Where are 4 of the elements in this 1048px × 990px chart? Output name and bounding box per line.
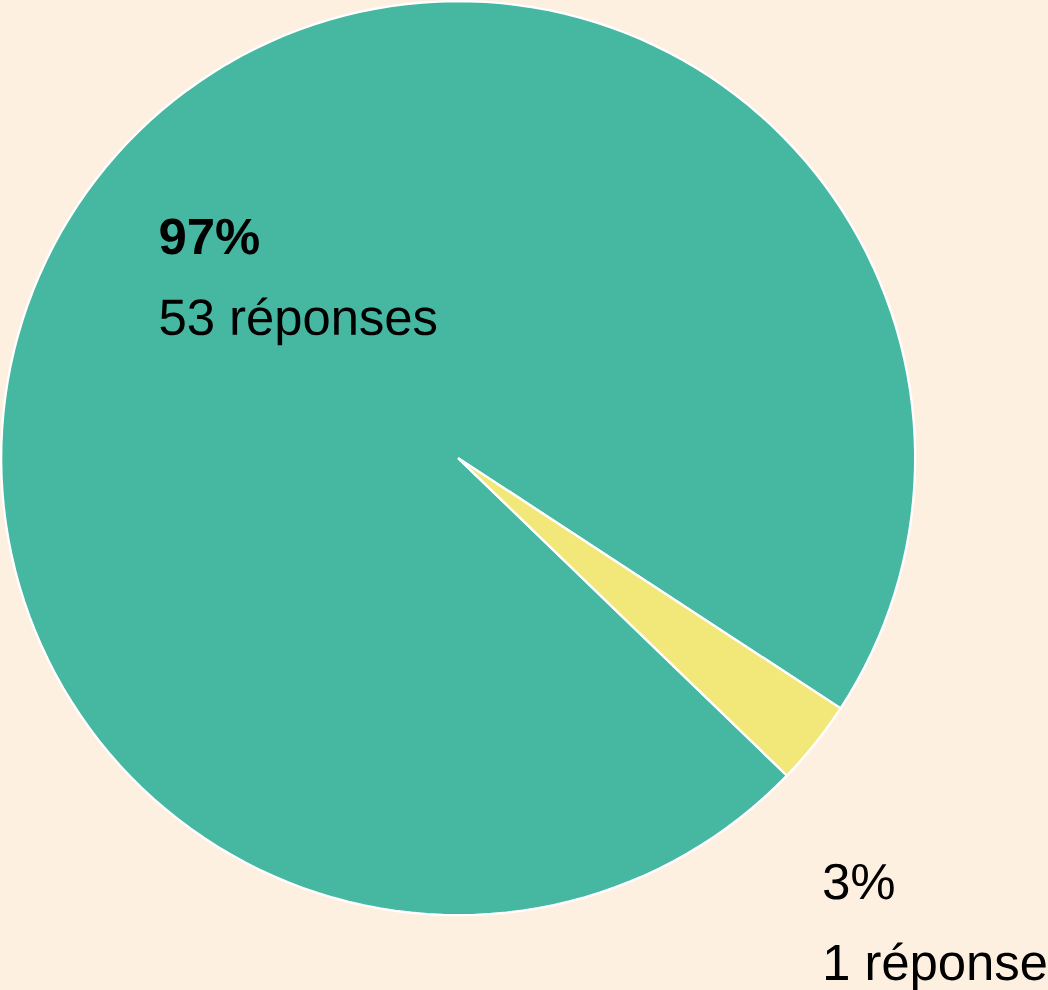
text: 53 réponses (160, 297, 437, 346)
text: 1 réponse (826, 942, 1046, 990)
data-label: 97% (160, 218, 259, 255)
data-label: 3% (824, 863, 894, 900)
